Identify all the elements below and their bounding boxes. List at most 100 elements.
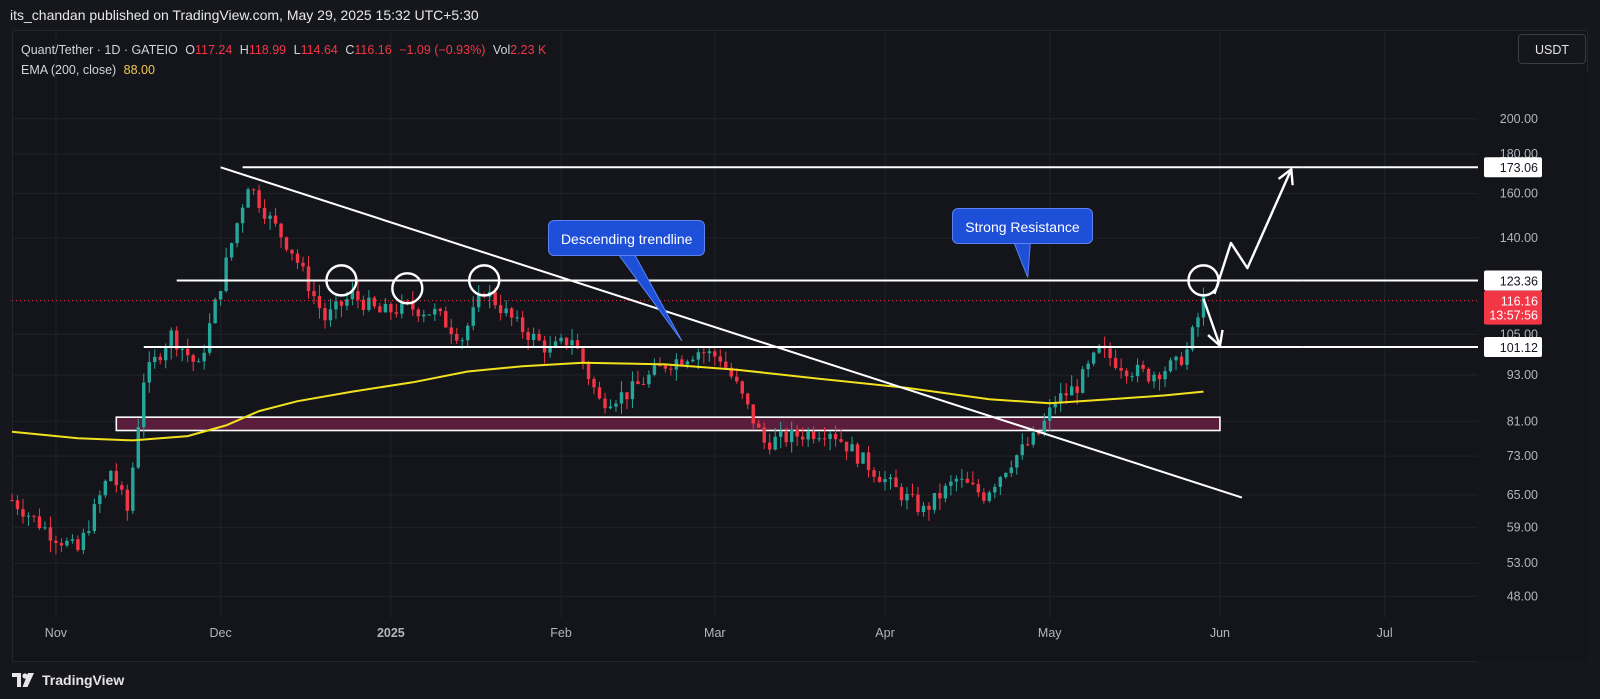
candle-body bbox=[81, 532, 86, 551]
candle-body bbox=[1075, 386, 1079, 393]
candle-body bbox=[339, 301, 344, 306]
candle-body bbox=[70, 539, 75, 541]
candle bbox=[504, 300, 508, 317]
candle-body bbox=[43, 527, 47, 529]
candle bbox=[1048, 399, 1052, 432]
candle bbox=[910, 483, 915, 498]
candle bbox=[987, 490, 992, 503]
candle-body bbox=[680, 359, 684, 365]
candle bbox=[312, 280, 316, 305]
candle-body bbox=[1119, 367, 1123, 371]
candle bbox=[1174, 355, 1178, 371]
candle-body bbox=[15, 500, 20, 510]
symbol-label[interactable]: Quant/Tether · 1D · GATEIO bbox=[21, 43, 178, 57]
tradingview-brand: TradingView bbox=[42, 672, 125, 688]
currency-button[interactable]: USDT bbox=[1518, 34, 1586, 64]
candle bbox=[619, 381, 624, 414]
ohlc-row: Quant/Tether · 1D · GATEIO O117.24 H118.… bbox=[21, 40, 546, 60]
candle-body bbox=[811, 431, 816, 440]
candle bbox=[477, 285, 481, 313]
ema-row: EMA (200, close) 88.00 bbox=[21, 60, 546, 80]
candle-body bbox=[691, 359, 695, 362]
pullback-projection-arrow-head bbox=[1207, 329, 1224, 347]
candle bbox=[789, 421, 794, 453]
candle-body bbox=[1179, 356, 1184, 365]
candle bbox=[279, 222, 283, 248]
touch-circle bbox=[325, 264, 358, 297]
candle-body bbox=[498, 305, 503, 314]
candle-body bbox=[888, 477, 893, 480]
candle bbox=[746, 392, 750, 410]
candle bbox=[273, 208, 278, 227]
candle-body bbox=[833, 433, 838, 440]
candle-body bbox=[965, 478, 970, 483]
candle bbox=[729, 362, 733, 380]
candle-body bbox=[10, 500, 14, 502]
candle-body bbox=[971, 482, 975, 485]
candle-body bbox=[877, 476, 882, 483]
x-tick-label: Feb bbox=[550, 626, 572, 640]
candle bbox=[92, 498, 97, 534]
candle-body bbox=[746, 393, 750, 405]
ema-200-line bbox=[11, 361, 1204, 442]
candle bbox=[636, 370, 640, 385]
candle-body bbox=[685, 361, 690, 365]
candle-body bbox=[636, 381, 640, 385]
candle-body bbox=[1163, 371, 1167, 380]
candle bbox=[10, 493, 14, 502]
candle bbox=[32, 514, 36, 523]
candle bbox=[240, 204, 245, 233]
x-tick-label: May bbox=[1038, 626, 1062, 640]
candle bbox=[438, 307, 442, 316]
candle bbox=[982, 488, 986, 504]
candle bbox=[718, 349, 722, 367]
candle bbox=[1152, 371, 1156, 389]
candle-body bbox=[411, 301, 415, 310]
candle bbox=[751, 404, 755, 429]
y-tick-label: 73.00 bbox=[1507, 449, 1538, 463]
candle-body bbox=[504, 308, 508, 314]
candle bbox=[1086, 360, 1090, 378]
candle-body bbox=[466, 325, 470, 341]
candle bbox=[965, 471, 970, 484]
candle bbox=[427, 314, 431, 316]
candle-body bbox=[696, 352, 701, 360]
candle-body bbox=[531, 333, 536, 340]
candle-body bbox=[103, 481, 108, 496]
candle bbox=[800, 427, 805, 447]
candle bbox=[1163, 366, 1167, 388]
candle-body bbox=[872, 470, 876, 477]
candle bbox=[877, 471, 882, 483]
candle-body bbox=[581, 348, 585, 364]
touch-circle bbox=[467, 264, 501, 297]
candle bbox=[290, 249, 294, 261]
candle bbox=[509, 306, 514, 327]
ema-label[interactable]: EMA (200, close) bbox=[21, 63, 117, 77]
candle bbox=[614, 400, 618, 412]
candle bbox=[850, 436, 854, 452]
candle-body bbox=[142, 382, 146, 428]
candle-body bbox=[713, 351, 717, 357]
candle bbox=[251, 188, 256, 195]
candle bbox=[328, 298, 333, 327]
candle-body bbox=[164, 348, 168, 361]
candle-body bbox=[471, 307, 475, 326]
close-value: 116.16 bbox=[354, 43, 392, 57]
tradingview-logo[interactable]: TradingView bbox=[12, 672, 124, 688]
high-label: H bbox=[239, 43, 249, 57]
candle bbox=[21, 498, 25, 524]
y-tick-label: 65.00 bbox=[1507, 488, 1538, 502]
price-badge bbox=[1484, 270, 1542, 291]
x-tick-label: Apr bbox=[875, 626, 894, 640]
candle bbox=[120, 481, 124, 495]
candle-body bbox=[59, 543, 64, 546]
candle-body bbox=[597, 387, 602, 399]
candle-body bbox=[246, 189, 250, 208]
candle-body bbox=[652, 365, 657, 375]
candle bbox=[597, 381, 602, 400]
candle-body bbox=[1124, 370, 1129, 377]
axes: 200.00180.00160.00140.00105.0093.0081.00… bbox=[45, 72, 1588, 662]
candle bbox=[235, 222, 239, 248]
candle bbox=[570, 328, 574, 355]
